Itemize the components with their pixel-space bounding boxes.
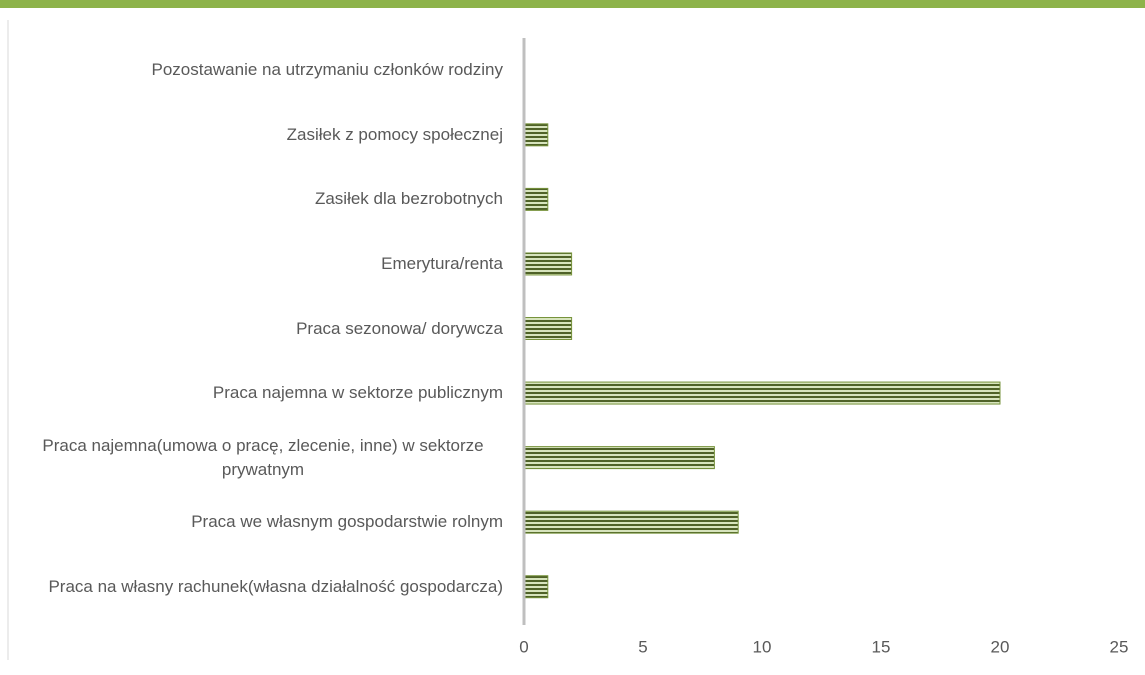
x-tick-label: 25	[1110, 637, 1129, 656]
bar	[523, 317, 573, 340]
x-tick-label: 20	[991, 637, 1010, 656]
y-tick-label: Praca najemna(umowa o pracę, zlecenie, i…	[42, 435, 484, 479]
y-tick-label: Emerytura/renta	[381, 253, 503, 273]
bar	[523, 575, 549, 599]
bar	[523, 123, 549, 147]
x-tick-label: 5	[638, 637, 647, 656]
bar	[523, 446, 715, 470]
bar	[523, 252, 573, 276]
x-tick-label: 0	[519, 637, 528, 656]
y-tick-label: Praca sezonowa/ dorywcza	[296, 318, 503, 338]
y-tick-label: Praca najemna w sektorze publicznym	[212, 383, 503, 403]
y-tick-label: Pozostawanie na utrzymaniu członków rodz…	[151, 60, 503, 80]
y-tick-label: Praca na własny rachunek(własna działaln…	[48, 576, 503, 596]
x-tick-label: 15	[872, 637, 891, 656]
bar	[523, 187, 549, 211]
x-tick-label: 10	[753, 637, 772, 656]
bar	[523, 510, 739, 534]
top-band	[0, 0, 1145, 8]
y-tick-label: Praca we własnym gospodarstwie rolnym	[191, 512, 503, 532]
y-tick-label: Zasiłek dla bezrobotnych	[314, 189, 503, 209]
bar	[523, 381, 1001, 405]
y-tick-label: Zasiłek z pomocy społecznej	[286, 124, 503, 144]
